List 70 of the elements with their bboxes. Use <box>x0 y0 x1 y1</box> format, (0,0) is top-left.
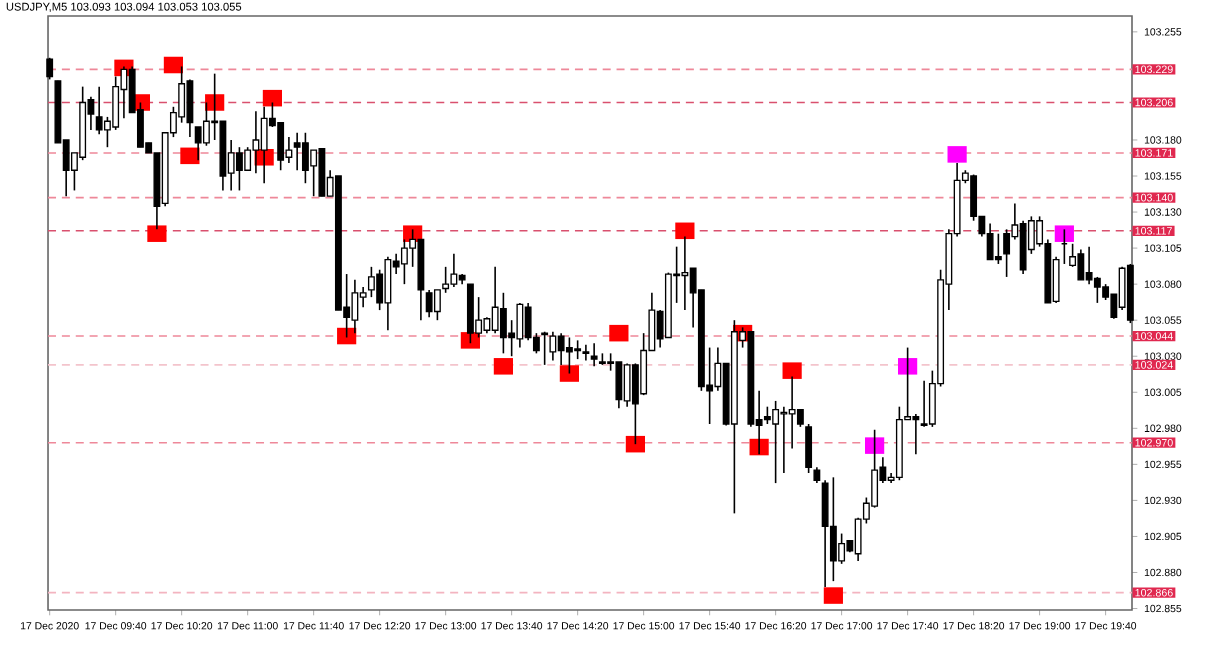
point <box>823 587 843 604</box>
candlestick <box>516 302 524 349</box>
candlestick <box>252 110 260 174</box>
candlestick <box>442 266 450 294</box>
candlestick <box>986 222 994 261</box>
candlestick <box>120 65 128 120</box>
candlestick <box>351 279 359 334</box>
candlestick <box>260 106 268 185</box>
candlestick <box>574 339 582 360</box>
candlestick <box>829 476 837 582</box>
candlestick <box>194 126 202 161</box>
candlestick <box>838 532 846 565</box>
point <box>559 365 579 382</box>
candlestick <box>623 362 631 408</box>
candlestick <box>1077 248 1085 281</box>
candlestick <box>780 405 788 474</box>
point <box>898 358 918 375</box>
point <box>947 146 967 163</box>
point <box>865 437 885 454</box>
candlestick <box>805 423 813 474</box>
point <box>163 56 184 74</box>
point <box>609 324 629 342</box>
candlestick <box>433 289 441 321</box>
candlestick <box>499 291 507 355</box>
candlestick <box>425 289 433 319</box>
candlestick <box>301 131 309 185</box>
candlestick <box>450 253 458 288</box>
point <box>147 225 167 242</box>
candlestick <box>95 85 103 136</box>
candlestick <box>367 266 375 298</box>
candlestick <box>772 400 780 484</box>
candlestick <box>1003 228 1011 278</box>
candlestick <box>541 330 549 366</box>
candlestick <box>235 146 243 192</box>
candlestick <box>681 235 689 311</box>
point <box>1054 225 1074 242</box>
candlestick <box>821 479 829 588</box>
point <box>205 94 225 111</box>
candlestick <box>293 131 301 172</box>
candlestick <box>912 413 920 456</box>
candlestick <box>994 232 1002 265</box>
candlestick <box>186 78 194 138</box>
candlestick <box>310 149 318 197</box>
candlestick <box>112 75 120 131</box>
point <box>625 435 645 453</box>
candlestick <box>590 342 598 368</box>
point <box>782 362 802 379</box>
candlestick <box>582 343 590 362</box>
candlestick <box>46 57 54 81</box>
candlestick <box>202 101 210 147</box>
candlestick <box>400 238 408 285</box>
point <box>675 222 695 240</box>
candlestick <box>549 330 557 362</box>
point <box>493 358 513 375</box>
candlestick <box>491 266 499 334</box>
candlestick <box>1019 219 1027 275</box>
candlestick <box>920 379 928 428</box>
candlestick <box>788 375 796 450</box>
candlestick <box>318 147 326 197</box>
candlestick <box>244 146 252 172</box>
candlestick <box>1085 245 1093 285</box>
candlestick <box>384 255 392 332</box>
candlestick <box>277 121 285 172</box>
point <box>262 89 282 107</box>
point <box>180 147 200 165</box>
candlestick <box>565 336 573 375</box>
candlestick <box>1093 276 1101 304</box>
candlestick <box>557 332 565 366</box>
candlestick <box>615 361 623 409</box>
point <box>337 327 357 345</box>
